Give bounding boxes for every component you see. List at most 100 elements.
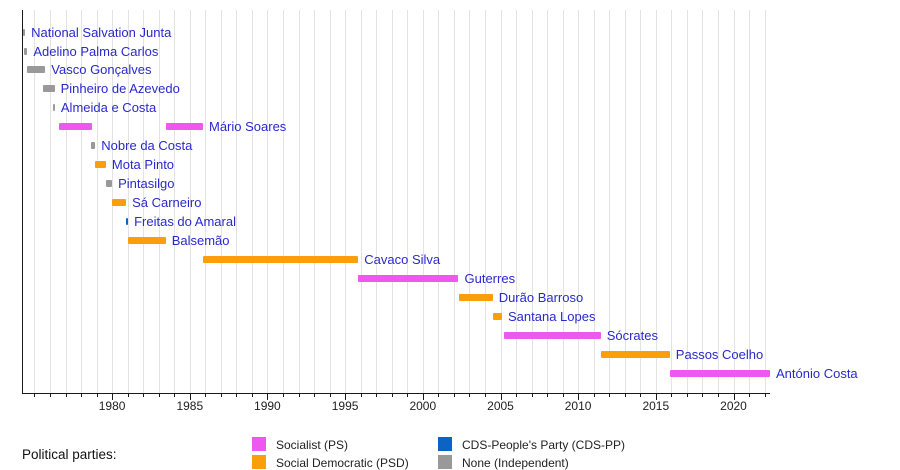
- minor-tick: [547, 394, 549, 397]
- minor-tick: [314, 394, 316, 397]
- year-gridline: [360, 10, 362, 393]
- minor-tick: [624, 394, 626, 397]
- minor-tick: [283, 394, 284, 397]
- minor-tick: [251, 394, 253, 397]
- year-gridline: [189, 10, 191, 393]
- year-gridline: [314, 10, 316, 393]
- year-gridline: [407, 10, 409, 393]
- year-gridline: [702, 10, 704, 393]
- x-tick-label: 2020: [720, 399, 747, 413]
- timeline-bar: [458, 293, 493, 301]
- legend-label-ps: Socialist (PS): [276, 438, 349, 452]
- legend-swatch-cds: [438, 437, 452, 451]
- pm-name-label: Pintasilgo: [118, 176, 175, 192]
- legend-swatch-psd: [252, 455, 266, 469]
- minor-tick: [236, 394, 238, 397]
- year-gridline: [578, 10, 580, 393]
- timeline-bar: [165, 123, 203, 131]
- legend-swatch-ps: [252, 437, 266, 451]
- major-tick: [655, 394, 657, 400]
- legend-label-psd: Social Democratic (PSD): [276, 456, 409, 470]
- year-gridline: [438, 10, 440, 393]
- minor-tick: [469, 394, 471, 397]
- pm-name-label: António Costa: [776, 365, 858, 381]
- pm-name-label: National Salvation Junta: [31, 24, 172, 40]
- minor-tick: [718, 394, 719, 397]
- x-tick-label: 1985: [176, 399, 204, 413]
- y-axis: [22, 10, 23, 393]
- x-axis: [22, 393, 770, 394]
- pm-name-label: Balsemão: [171, 232, 230, 248]
- year-gridline: [749, 10, 750, 393]
- timeline-bar: [669, 369, 770, 377]
- pm-name-label: Mário Soares: [209, 119, 287, 135]
- minor-tick: [453, 394, 455, 397]
- minor-tick: [749, 394, 750, 397]
- minor-tick: [609, 394, 611, 397]
- timeline-bar: [126, 218, 129, 225]
- year-gridline: [609, 10, 611, 393]
- timeline-bar: [203, 255, 359, 263]
- pm-name-label: Cavaco Silva: [364, 251, 441, 267]
- year-gridline: [469, 10, 471, 393]
- minor-tick: [484, 394, 486, 397]
- x-tick-label: 1990: [254, 399, 281, 413]
- minor-tick: [174, 394, 176, 397]
- timeline-bar: [112, 199, 127, 206]
- timeline-bar: [503, 331, 601, 339]
- pm-name-label: Mota Pinto: [111, 157, 175, 173]
- minor-tick: [407, 394, 409, 397]
- major-tick: [733, 394, 735, 400]
- year-gridline: [220, 10, 222, 393]
- year-gridline: [655, 10, 657, 393]
- year-gridline: [50, 10, 51, 393]
- year-gridline: [422, 10, 424, 393]
- year-gridline: [267, 10, 269, 393]
- timeline-bar: [492, 312, 502, 320]
- minor-tick: [81, 394, 82, 397]
- year-gridline: [236, 10, 238, 393]
- year-gridline: [453, 10, 455, 393]
- minor-tick: [531, 394, 533, 397]
- year-gridline: [174, 10, 176, 393]
- year-gridline: [516, 10, 517, 393]
- pm-name-label: Nobre da Costa: [101, 138, 193, 154]
- pm-name-label: Durão Barroso: [498, 289, 584, 305]
- minor-tick: [593, 394, 595, 397]
- year-gridline: [562, 10, 564, 393]
- year-gridline: [65, 10, 67, 393]
- minor-tick: [143, 394, 145, 397]
- x-tick-label: 1995: [331, 399, 359, 413]
- timeline-bar: [91, 142, 96, 150]
- year-gridline: [500, 10, 502, 393]
- year-gridline: [640, 10, 642, 393]
- x-tick-label: 1980: [98, 399, 126, 413]
- year-gridline: [158, 10, 160, 393]
- minor-tick: [34, 394, 36, 397]
- pm-name-label: Adelino Palma Carlos: [33, 43, 159, 59]
- minor-tick: [438, 394, 440, 397]
- year-gridline: [205, 10, 207, 393]
- timeline-bar: [22, 28, 26, 36]
- minor-tick: [686, 394, 688, 397]
- minor-tick: [220, 394, 222, 397]
- timeline-bar: [59, 123, 92, 131]
- timeline-bar: [53, 104, 55, 112]
- pm-name-label: Passos Coelho: [675, 346, 764, 362]
- timeline-bar: [127, 236, 166, 244]
- x-tick-label: 2005: [487, 399, 514, 413]
- timeline-bar: [106, 180, 113, 188]
- timeline-bar: [600, 350, 670, 358]
- minor-tick: [764, 394, 766, 397]
- major-tick: [267, 394, 269, 400]
- x-tick-label: 2000: [409, 399, 437, 413]
- year-gridline: [298, 10, 300, 393]
- year-gridline: [81, 10, 82, 393]
- pm-name-label: Santana Lopes: [508, 308, 596, 324]
- year-gridline: [593, 10, 595, 393]
- pm-name-label: Guterres: [464, 270, 516, 286]
- major-tick: [345, 394, 347, 400]
- year-gridline: [764, 10, 766, 393]
- year-gridline: [376, 10, 378, 393]
